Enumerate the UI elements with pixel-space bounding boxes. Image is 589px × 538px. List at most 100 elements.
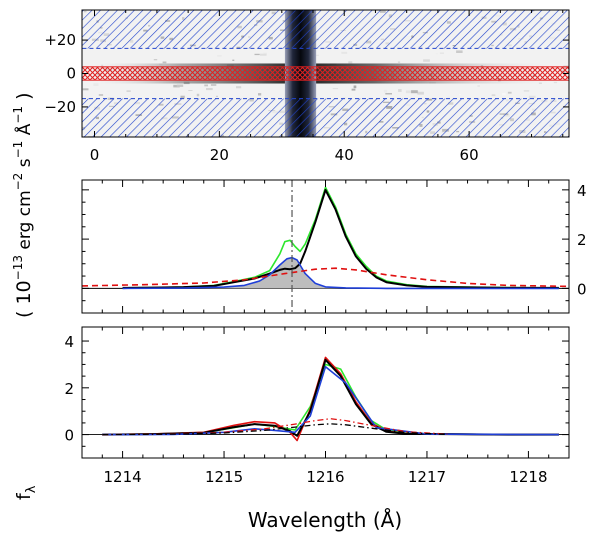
noise-speck: [210, 84, 217, 86]
noise-speck: [232, 59, 235, 61]
y-tick-label: 0: [577, 280, 587, 298]
noise-speck: [126, 90, 131, 92]
noise-speck: [439, 52, 444, 54]
noise-speck: [405, 90, 413, 94]
series-line-blue: [102, 366, 559, 436]
middle-frame: [81, 179, 570, 314]
y-tick-label: 2: [577, 231, 587, 249]
noise-speck: [341, 51, 348, 54]
heatmap-ticks: 0 20 40 60 +20 0 −20: [44, 10, 569, 164]
extraction-region: [82, 66, 569, 81]
flambda-label: fλ: [13, 485, 39, 500]
background-region-top: [82, 10, 569, 49]
background-region-bottom: [82, 98, 569, 137]
y-tick-label: 0: [64, 427, 74, 445]
x-tick-label: 1216: [306, 468, 344, 486]
y-label-unit2: s: [15, 158, 35, 172]
noise-speck: [180, 95, 185, 99]
y-label-unit3: Å: [13, 123, 35, 140]
top-x-tick-label: 40: [335, 146, 354, 164]
x-tick-label: 1218: [509, 468, 547, 486]
series-line-blue: [122, 256, 559, 290]
noise-speck: [507, 91, 512, 94]
y-tick-label: 4: [577, 182, 587, 200]
bottom-ticks: 1214 1215 1216 1217 1218 0 2 4: [64, 327, 570, 486]
series-line-green: [102, 363, 559, 436]
middle-ticks: 0 2 4: [81, 180, 587, 314]
top-x-tick-label: 60: [460, 146, 479, 164]
top-y-tick-label: −20: [44, 98, 76, 116]
noise-speck: [82, 88, 89, 91]
noise-speck: [188, 90, 193, 91]
y-label-pre: ( 10: [13, 280, 35, 318]
noise-speck: [98, 94, 104, 96]
noise-speck: [206, 88, 213, 91]
series-line-black: [122, 188, 559, 289]
noise-speck: [254, 53, 260, 56]
noise-speck: [477, 85, 480, 87]
flambda-sub: λ: [24, 485, 39, 493]
noise-speck: [314, 54, 319, 56]
panel-extracted-spectrum: 0 2 4: [81, 179, 587, 314]
series-line-black: [102, 423, 448, 436]
noise-speck: [398, 89, 402, 92]
y-label-exp1: −13: [11, 255, 25, 280]
noise-speck: [385, 93, 392, 95]
top-y-tick-label: +20: [44, 31, 76, 49]
noise-speck: [528, 95, 536, 99]
noise-speck: [204, 84, 208, 87]
bottom-frame: [81, 326, 570, 459]
noise-speck: [353, 85, 357, 89]
noise-speck: [488, 59, 493, 61]
series-line-black: [102, 358, 559, 437]
x-tick-label: 1215: [205, 468, 243, 486]
noise-speck: [153, 59, 158, 61]
noise-speck: [173, 84, 180, 88]
series-line-red: [82, 267, 569, 288]
svg-text:( 10−13 erg cm−2 s−1 Å−1 ): ( 10−13 erg cm−2 s−1 Å−1 ): [11, 93, 35, 319]
y-axis-label: ( 10−13 erg cm−2 s−1 Å−1 ): [11, 93, 35, 319]
svg-text:fλ: fλ: [13, 485, 39, 500]
noise-speck: [246, 96, 250, 99]
noise-speck: [258, 93, 262, 96]
noise-speck: [348, 61, 353, 64]
y-label-post: ): [13, 93, 35, 106]
noise-speck: [447, 96, 451, 99]
noise-speck: [491, 94, 496, 97]
x-tick-label: 1214: [103, 468, 141, 486]
x-axis-label: Wavelength (Å): [248, 508, 402, 532]
y-label-exp3: −1: [11, 141, 25, 159]
y-label-unit1: erg cm: [15, 190, 35, 255]
noise-speck: [397, 61, 401, 63]
noise-speck: [216, 95, 218, 97]
noise-speck: [196, 93, 200, 97]
noise-speck: [502, 92, 506, 96]
noise-speck: [217, 55, 222, 57]
y-label-exp2: −2: [11, 173, 25, 191]
panel-2d-spectrum: 0 20 40 60 +20 0 −20: [44, 9, 570, 164]
top-x-tick-label: 0: [90, 146, 100, 164]
noise-speck: [383, 89, 388, 93]
noise-speck: [417, 91, 424, 95]
panel-model-comparison: 1214 1215 1216 1217 1218 0 2 4: [64, 326, 570, 486]
noise-speck: [351, 88, 356, 91]
x-tick-label: 1217: [408, 468, 446, 486]
flambda-f: f: [13, 492, 35, 500]
y-tick-label: 2: [64, 380, 74, 398]
noise-speck: [236, 86, 242, 89]
noise-speck: [435, 53, 438, 55]
series-line-red: [102, 356, 559, 442]
noise-speck: [423, 59, 430, 62]
top-x-tick-label: 20: [210, 146, 229, 164]
y-label-exp4: −1: [11, 106, 25, 124]
noise-speck: [162, 61, 167, 64]
lya-fill: [122, 257, 559, 289]
noise-speck: [332, 88, 339, 90]
noise-speck: [86, 86, 90, 89]
noise-speck: [523, 90, 530, 92]
y-tick-label: 4: [64, 333, 74, 351]
noise-speck: [456, 50, 463, 53]
series-line-green: [122, 186, 559, 289]
noise-speck: [263, 52, 267, 54]
noise-speck: [260, 53, 267, 56]
